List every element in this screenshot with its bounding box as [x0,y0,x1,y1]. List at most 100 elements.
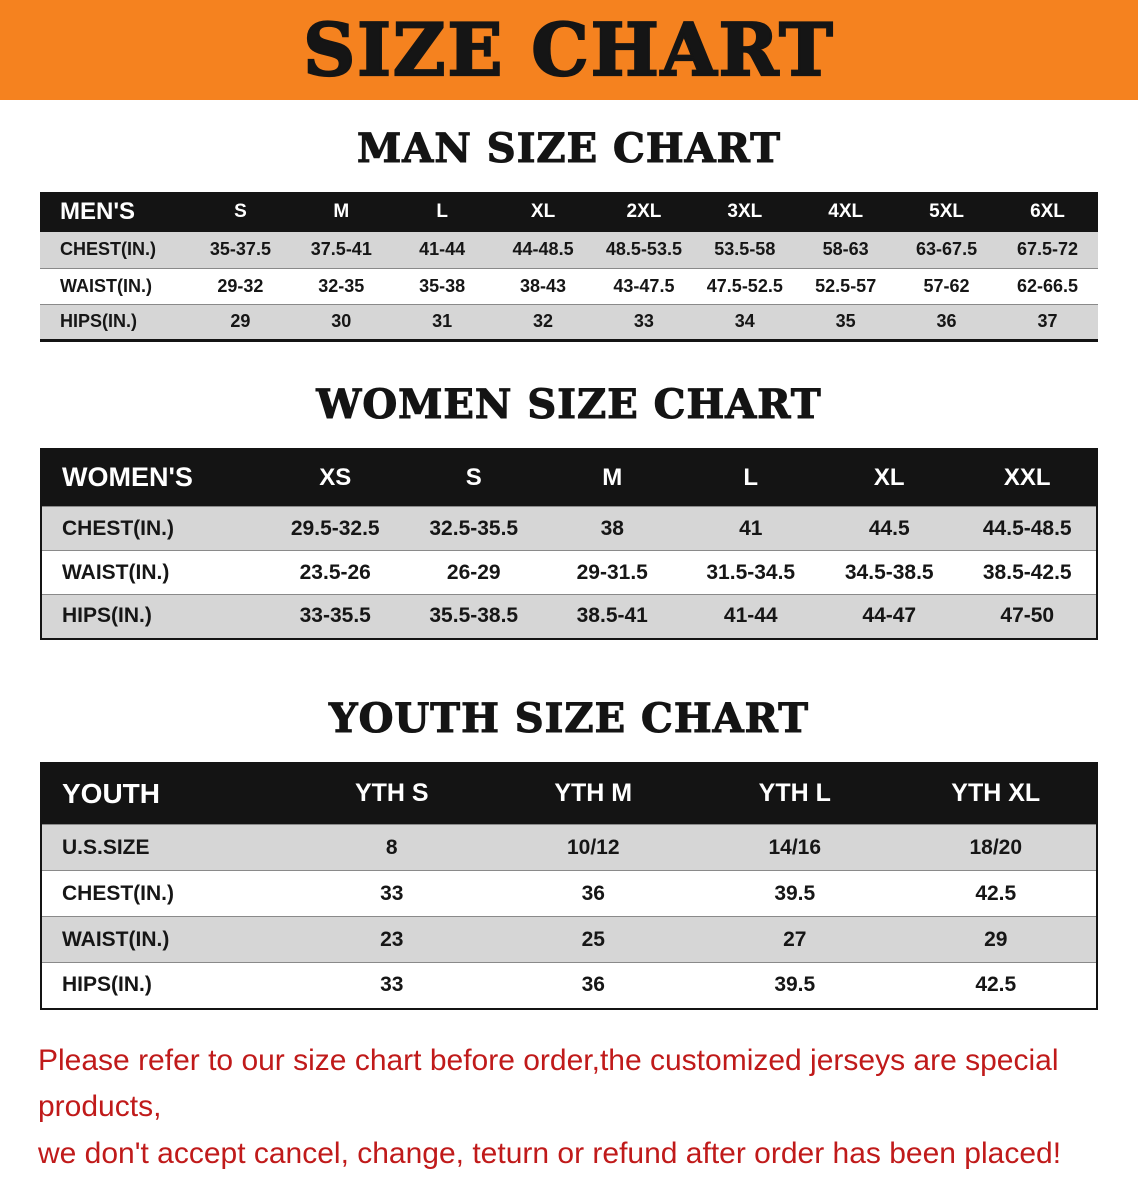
size-value-cell: 30 [331,311,352,331]
measurement-row: CHEST(IN.) 33 36 39.5 42.5 [41,870,1097,917]
measurement-row-label: HIPS(IN.) [62,604,152,628]
size-value-cell: 36 [936,311,957,331]
size-value-cell: 42.5 [975,973,1017,997]
table-group-label: WOMEN'S [41,448,266,507]
size-value-cell: 58-63 [822,239,869,260]
size-value-cell: 23.5-26 [299,560,371,584]
measurement-row: CHEST(IN.) 29.5-32.5 32.5-35.5 38 41 44.5 44.5… [41,506,1097,551]
size-column-header: S [190,192,291,232]
disclaimer-line-1: Please refer to our size chart before or… [38,1043,1059,1124]
measurement-row-label: WAIST(IN.) [62,927,170,951]
size-value-cell: 53.5-58 [714,239,776,260]
size-value-cell: 35-37.5 [209,239,271,260]
size-column-header: YTH M [492,762,694,825]
size-value-cell: 35 [835,311,856,331]
size-value-cell: 48.5-53.5 [605,239,682,260]
size-value-cell: 35-38 [419,275,466,296]
size-value-cell: 41-44 [419,239,466,260]
size-column-header: 2XL [593,192,695,232]
measurement-row: HIPS(IN.) 33-35.5 35.5-38.5 38.5-41 41-44 44-… [41,594,1097,639]
size-value-cell: 36 [581,973,605,997]
size-value-cell: 63-67.5 [916,239,978,260]
measurement-row-label: WAIST(IN.) [60,275,152,296]
size-value-cell: 38-43 [520,275,567,296]
size-column-header: L [681,448,820,507]
size-column-header: YTH S [291,762,493,825]
size-value-cell: 57-62 [923,275,970,296]
size-column-header: XS [266,448,405,507]
measurement-row: HIPS(IN.) 33 36 39.5 42.5 [41,962,1097,1009]
measurement-row-label: CHEST(IN.) [62,881,174,905]
page-title: SIZE CHART [302,7,835,92]
size-value-cell: 38 [600,516,624,540]
man-size-chart-section: MAN SIZE CHART MEN'S S M L XL 2XL 3XL 4XL 5XL 6XL… [0,125,1138,342]
title-banner: SIZE CHART [0,0,1138,100]
size-value-cell: 25 [581,927,605,951]
size-value-cell: 39.5 [774,973,816,997]
disclaimer: Please refer to our size chart before or… [38,1038,1100,1178]
table-group-label: MEN'S [40,192,190,232]
size-value-cell: 34 [734,311,755,331]
size-value-cell: 31.5-34.5 [706,560,796,584]
measurement-row: CHEST(IN.) 35-37.5 37.5-41 41-44 44-48.5 48.5… [40,232,1098,268]
youth-size-table: YOUTH YTH S YTH M YTH L YTH XL U.S.SIZE 8 10/12… [40,761,1098,1010]
size-value-cell: 67.5-72 [1016,239,1079,260]
size-value-cell: 32 [533,311,554,331]
size-value-cell: 29-31.5 [576,560,648,584]
youth-size-chart-section: YOUTH SIZE CHART YOUTH YTH S YTH M YTH L YTH… [0,694,1138,1010]
size-column-header: 6XL [997,192,1098,232]
size-value-cell: 39.5 [774,881,816,905]
size-value-cell: 33 [380,881,404,905]
measurement-row: WAIST(IN.) 23 25 27 29 [41,916,1097,963]
size-value-cell: 33 [633,311,654,331]
size-column-header: M [543,448,682,507]
size-value-cell: 62-66.5 [1016,275,1079,296]
size-value-cell: 44.5-48.5 [982,516,1072,540]
women-size-chart-section: WOMEN SIZE CHART WOMEN'S XS S M L XL XXL CHEST(… [0,380,1138,640]
size-value-cell: 44.5 [868,516,910,540]
size-value-cell: 10/12 [566,835,620,859]
size-value-cell: 38.5-41 [576,604,648,628]
size-value-cell: 37 [1037,311,1058,331]
size-value-cell: 38.5-42.5 [982,560,1072,584]
size-column-header: 4XL [795,192,897,232]
measurement-row-label: CHEST(IN.) [62,516,174,540]
size-value-cell: 26-29 [446,560,501,584]
measurement-row-label: HIPS(IN.) [62,973,152,997]
size-value-cell: 29 [230,311,251,331]
measurement-row-label: WAIST(IN.) [62,560,170,584]
size-value-cell: 37.5-41 [310,239,372,260]
size-value-cell: 18/20 [969,835,1023,859]
size-column-header: 5XL [896,192,997,232]
size-value-cell: 29.5-32.5 [290,516,380,540]
women-size-table: WOMEN'S XS S M L XL XXL CHEST(IN.) 29.5-32.5 32.5… [40,447,1098,640]
measurement-row-label: HIPS(IN.) [60,311,138,331]
measurement-row-label: CHEST(IN.) [60,239,156,260]
size-value-cell: 47.5-52.5 [706,275,783,296]
measurement-row: WAIST(IN.) 29-32 32-35 35-38 38-43 43-47.5 47.… [40,268,1098,304]
table-header-row: WOMEN'S XS S M L XL XXL [41,448,1097,507]
measurement-row: U.S.SIZE 8 10/12 14/16 18/20 [41,824,1097,871]
size-value-cell: 36 [581,881,605,905]
size-column-header: M [290,192,392,232]
size-value-cell: 44-47 [862,604,917,628]
size-value-cell: 32-35 [318,275,365,296]
size-value-cell: 27 [783,927,807,951]
size-value-cell: 44-48.5 [512,239,574,260]
man-size-chart-heading: MAN SIZE CHART [356,125,781,172]
size-column-header: S [404,448,543,507]
size-value-cell: 42.5 [975,881,1017,905]
size-value-cell: 14/16 [768,835,822,859]
size-value-cell: 33-35.5 [299,604,371,628]
table-header-row: MEN'S S M L XL 2XL 3XL 4XL 5XL 6XL [40,192,1098,232]
women-size-chart-heading: WOMEN SIZE CHART [316,380,822,428]
disclaimer-line-2: we don't accept cancel, change, teturn o… [38,1136,1062,1170]
size-value-cell: 52.5-57 [815,275,877,296]
size-value-cell: 35.5-38.5 [429,604,519,628]
size-column-header: 3XL [694,192,796,232]
measurement-row: WAIST(IN.) 23.5-26 26-29 29-31.5 31.5-34.5 34… [41,550,1097,595]
size-column-header: XL [820,448,959,507]
size-value-cell: 47-50 [1000,604,1055,628]
size-value-cell: 43-47.5 [613,275,675,296]
size-column-header: XXL [958,448,1097,507]
